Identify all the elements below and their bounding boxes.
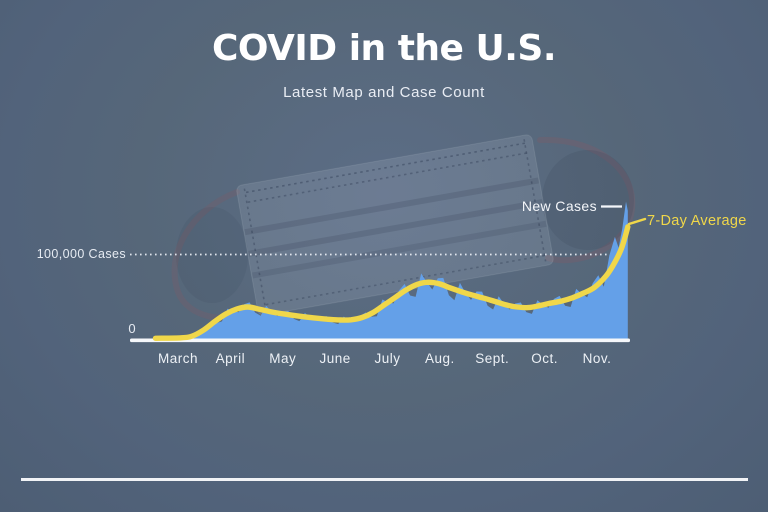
y-axis-zero-label: 0 [128, 321, 136, 336]
annotation-new-cases-label: New Cases [521, 198, 597, 214]
new-cases-area-series [155, 201, 628, 339]
mask-right-earloop-illustration [537, 136, 636, 264]
mask-right-loop-shadow [542, 150, 634, 250]
x-axis-line [130, 338, 630, 343]
footer-divider [21, 478, 748, 481]
seven-day-average-line-series [152, 224, 631, 341]
page-title: COVID in the U.S. [211, 28, 557, 69]
surgical-mask-illustration [171, 134, 636, 321]
annotation-avg-dash [627, 217, 647, 226]
gridline-label: 100,000 Cases [36, 247, 126, 261]
annotation-seven-day-average-label: 7-Day Average [647, 213, 747, 229]
mask-left-loop-shadow [176, 207, 248, 303]
mask-body-illustration [236, 134, 554, 316]
page-subtitle: Latest Map and Case Count [283, 84, 485, 101]
